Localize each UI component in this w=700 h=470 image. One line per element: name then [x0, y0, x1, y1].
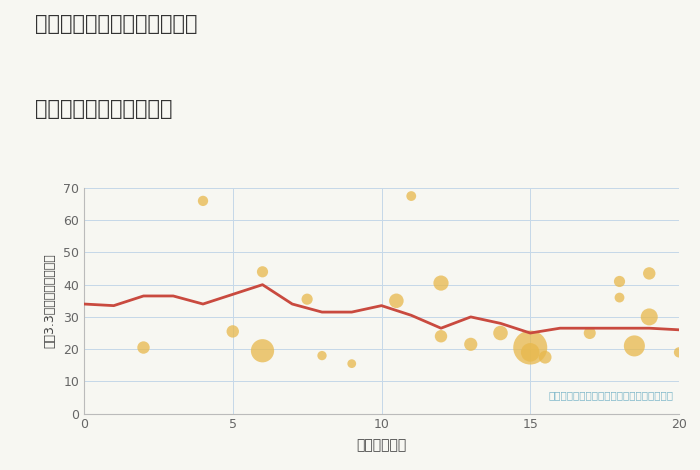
Point	[227, 328, 238, 335]
X-axis label: 駅距離（分）: 駅距離（分）	[356, 439, 407, 453]
Point	[644, 313, 655, 321]
Point	[316, 352, 328, 360]
Text: 千葉県山武郡横芝光町篠本の: 千葉県山武郡横芝光町篠本の	[35, 14, 197, 34]
Point	[257, 268, 268, 275]
Text: 駅距離別中古戸建て価格: 駅距離別中古戸建て価格	[35, 99, 172, 119]
Point	[406, 192, 417, 200]
Y-axis label: 坪（3.3㎡）単価（万円）: 坪（3.3㎡）単価（万円）	[43, 253, 56, 348]
Point	[644, 270, 655, 277]
Point	[465, 341, 476, 348]
Point	[138, 344, 149, 351]
Point	[584, 329, 595, 337]
Text: 円の大きさは、取引のあった物件面積を示す: 円の大きさは、取引のあった物件面積を示す	[548, 390, 673, 400]
Point	[673, 349, 685, 356]
Point	[435, 332, 447, 340]
Point	[495, 329, 506, 337]
Point	[614, 278, 625, 285]
Point	[391, 297, 402, 305]
Point	[614, 294, 625, 301]
Point	[197, 197, 209, 204]
Point	[302, 296, 313, 303]
Point	[540, 353, 551, 361]
Point	[525, 344, 536, 351]
Point	[257, 347, 268, 354]
Point	[346, 360, 357, 368]
Point	[435, 279, 447, 287]
Point	[629, 342, 640, 350]
Point	[525, 349, 536, 356]
